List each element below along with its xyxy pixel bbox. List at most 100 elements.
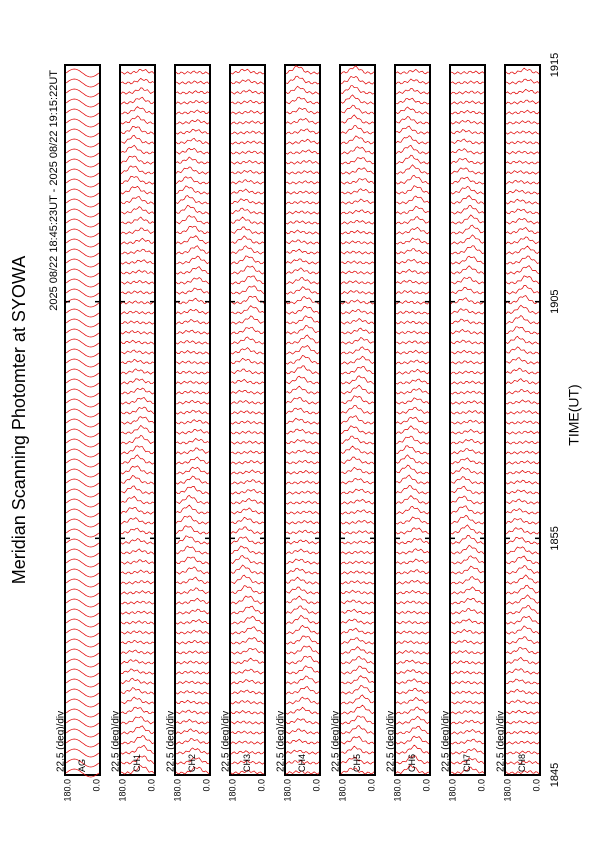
trace [230, 507, 265, 515]
trace [65, 598, 100, 608]
trace [505, 295, 540, 305]
trace [176, 399, 210, 405]
trace [230, 574, 265, 585]
y-max-label: 180.0 [62, 779, 72, 802]
trace [120, 290, 155, 295]
trace [505, 389, 540, 395]
trace [120, 330, 155, 335]
trace [120, 134, 155, 145]
trace [505, 315, 540, 325]
trace [120, 175, 155, 185]
trace [175, 737, 210, 745]
trace [285, 500, 320, 505]
trace [230, 585, 265, 595]
trace [175, 245, 210, 255]
trace [175, 718, 210, 725]
trace [505, 498, 540, 505]
trace [230, 255, 265, 265]
trace [175, 380, 210, 385]
trace [395, 445, 430, 455]
trace [450, 597, 485, 605]
trace [120, 416, 155, 425]
trace [340, 445, 375, 455]
trace [505, 335, 540, 345]
trace [285, 248, 320, 255]
trace [120, 538, 155, 545]
trace [121, 248, 155, 255]
trace [120, 259, 155, 265]
trace [230, 536, 265, 545]
trace [451, 766, 485, 775]
trace [340, 627, 375, 635]
trace [395, 300, 430, 305]
trace [120, 569, 155, 575]
trace [505, 245, 540, 255]
trace [285, 210, 320, 215]
trace [175, 390, 210, 395]
trace [120, 115, 155, 125]
trace [65, 708, 100, 718]
trace [230, 605, 265, 615]
trace [175, 255, 210, 265]
trace [505, 469, 540, 475]
trace [230, 79, 265, 85]
trace [65, 588, 100, 598]
trace [340, 488, 375, 495]
trace [505, 265, 540, 275]
trace [175, 545, 209, 555]
trace [395, 464, 430, 475]
trace [505, 508, 540, 515]
trace [65, 298, 100, 308]
trace [65, 348, 100, 358]
trace [65, 158, 100, 168]
trace [340, 167, 375, 175]
trace [285, 510, 320, 515]
trace [450, 428, 485, 435]
trace [450, 70, 485, 75]
trace [285, 749, 320, 755]
trace [230, 140, 265, 145]
trace [505, 770, 540, 775]
trace [230, 68, 265, 75]
trace [285, 696, 320, 705]
trace [396, 340, 430, 345]
trace [175, 128, 210, 135]
trace [285, 675, 320, 685]
trace [65, 648, 100, 658]
trace [340, 550, 375, 555]
trace [230, 188, 265, 195]
trace [340, 188, 375, 195]
trace [285, 138, 320, 145]
trace [340, 290, 375, 295]
trace [340, 498, 375, 505]
trace [65, 528, 100, 538]
trace [175, 109, 210, 115]
trace [285, 470, 320, 475]
trace [230, 469, 265, 475]
trace [285, 548, 320, 555]
trace [340, 509, 375, 515]
trace [120, 580, 155, 585]
trace [230, 730, 265, 735]
trace [285, 180, 320, 185]
trace [340, 745, 375, 755]
trace [285, 286, 320, 295]
trace [285, 529, 320, 535]
trace [451, 628, 485, 635]
trace [65, 508, 100, 518]
trace [450, 205, 485, 215]
trace [450, 119, 485, 125]
trace [505, 326, 540, 335]
trace [65, 308, 100, 318]
trace [230, 769, 264, 775]
trace [395, 678, 430, 685]
trace [340, 589, 375, 595]
trace [230, 689, 265, 695]
trace [285, 267, 320, 275]
trace [505, 208, 540, 215]
trace [340, 250, 375, 255]
trace [450, 495, 485, 505]
trace [395, 78, 430, 85]
trace [285, 665, 320, 675]
trace [65, 728, 100, 738]
